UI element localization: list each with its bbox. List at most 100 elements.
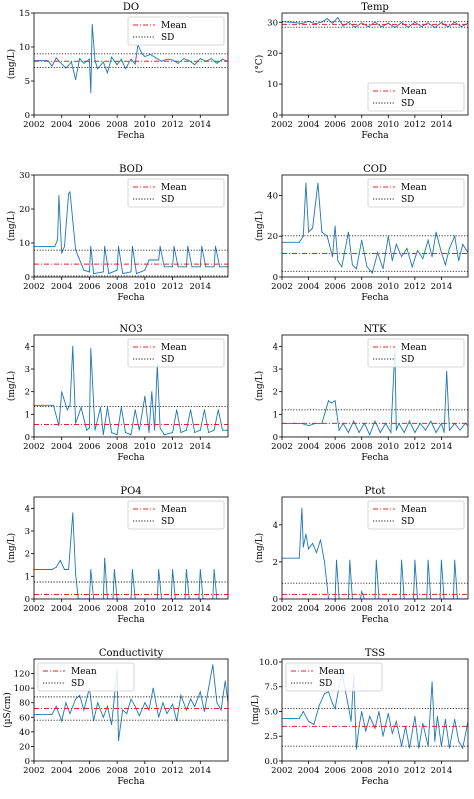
data-point [162,702,164,704]
data-point [391,260,393,262]
data-point [341,266,343,268]
legend-mean-label: Mean [161,505,187,515]
legend-sd-label: SD [401,355,414,365]
data-point [305,533,307,535]
data-point [75,698,77,700]
chart-panel-5: NO3 2002 2004 2006 2008 2010 2012 2014 Fecha 0 1 2 3… [6,324,229,463]
legend-sd-label: SD [401,195,414,205]
data-point [203,711,205,712]
data-point [308,720,310,722]
x-tick-label: 2002 [271,282,293,292]
data-point [136,273,137,275]
x-axis-label: Fecha [361,453,389,463]
data-series-line [282,16,468,29]
data-point [213,266,215,268]
chart-title: PO4 [120,486,141,497]
data-point [125,68,126,70]
x-tick-label: 2006 [324,766,346,776]
data-point [375,559,377,561]
data-point [108,273,110,275]
legend-sd-label: SD [161,355,174,365]
data-point [102,61,104,63]
data-point [395,243,397,245]
x-tick-label: 2006 [79,282,101,292]
data-point [355,268,357,270]
data-point [68,193,70,195]
legend: Mean SD [367,82,465,112]
data-point [222,429,223,431]
chart-panel-6: NTK 2002 2004 2006 2008 2010 2012 2014 Fecha 0 1 2 3… [254,324,469,463]
data-point [328,691,329,693]
data-point [318,705,320,706]
chart-title: TSS [365,648,385,659]
data-point [116,64,118,66]
axes-frame [281,496,469,600]
data-point [144,269,146,271]
y-tick-label: 2 [25,550,30,560]
data-point [130,271,132,273]
data-point [444,264,446,266]
data-point [148,259,150,261]
data-point [172,266,174,268]
data-point [347,706,349,707]
x-tick-label: 2012 [162,766,184,776]
x-tick-label: 2006 [324,120,346,130]
x-tick-label: 2004 [298,442,320,452]
data-point [59,560,61,561]
data-point [58,194,60,196]
x-tick-label: 2014 [431,120,453,130]
data-point [66,409,68,411]
legend-sd-label: SD [319,679,332,689]
y-axis-label: (mg/L) [250,695,261,725]
data-point [83,709,85,711]
data-point [83,269,85,271]
data-point [301,23,303,24]
data-point [430,420,432,422]
chart-panel-7: PO4 2002 2004 2006 2008 2010 2012 2014 Fecha 0 1 2 3… [6,486,229,625]
legend-sd-label: SD [161,33,174,43]
x-tick-label: 2002 [23,766,45,776]
data-point [72,512,74,514]
legend-box [127,178,225,208]
data-point [387,713,389,714]
x-axis-label: Fecha [117,777,145,787]
data-point [120,407,122,408]
data-point [144,56,146,57]
x-tick-label: 2010 [377,120,399,130]
data-point [51,713,53,715]
x-tick-label: 2010 [377,604,399,614]
data-point [88,427,90,429]
data-point [401,745,403,747]
data-point [106,72,108,74]
data-point [365,730,367,732]
data-point [199,58,201,60]
data-point [102,271,104,273]
data-point [302,546,304,548]
data-point [361,22,363,24]
data-point [158,716,160,718]
chart-title: NTK [364,324,387,335]
x-tick-label: 2012 [162,604,184,614]
data-point [72,345,74,347]
data-point [88,271,90,273]
data-point [118,740,119,742]
data-point [342,25,344,27]
axes-frame [33,174,229,278]
data-point [176,409,178,411]
legend: Mean SD [127,16,225,46]
data-point [57,239,59,241]
data-point [75,79,77,81]
data-point [427,559,429,561]
y-axis-label: (°C) [254,55,265,73]
data-point [94,429,96,431]
data-point [148,432,150,433]
data-point [369,715,371,717]
data-point [203,409,205,411]
data-point [421,26,422,28]
y-tick-label: 2 [25,388,30,398]
data-point [217,409,219,411]
y-tick-label: 40 [19,728,30,738]
y-tick-label: 0 [273,111,278,121]
data-point [130,698,132,700]
data-point [130,58,132,60]
